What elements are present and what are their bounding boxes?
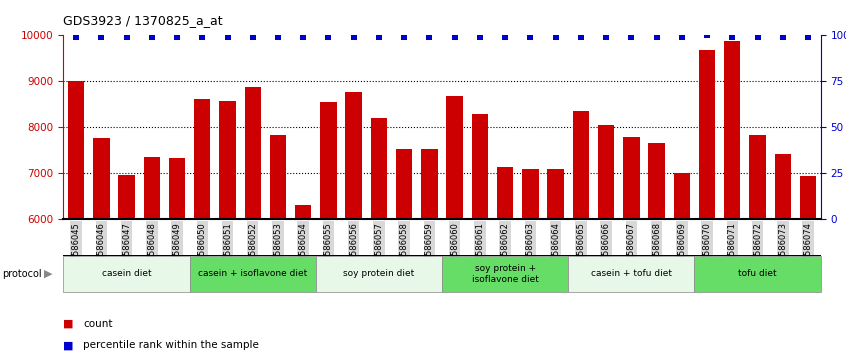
Bar — [497, 166, 514, 219]
Text: count: count — [83, 319, 113, 329]
Bar — [472, 114, 488, 219]
Bar — [118, 175, 135, 219]
Text: ▶: ▶ — [44, 269, 52, 279]
Bar — [598, 125, 614, 219]
Bar — [68, 81, 85, 219]
Text: ■: ■ — [63, 319, 74, 329]
Bar — [673, 173, 690, 219]
Bar — [295, 205, 311, 219]
Bar — [270, 135, 286, 219]
Bar — [345, 92, 362, 219]
Bar — [547, 169, 563, 219]
Bar — [573, 111, 589, 219]
Text: ■: ■ — [63, 340, 74, 350]
Bar — [169, 158, 185, 219]
Bar — [624, 137, 640, 219]
Bar — [421, 149, 437, 219]
Text: percentile rank within the sample: percentile rank within the sample — [83, 340, 259, 350]
Bar — [648, 143, 665, 219]
Bar — [144, 157, 160, 219]
Text: tofu diet: tofu diet — [739, 269, 777, 279]
Text: casein + tofu diet: casein + tofu diet — [591, 269, 672, 279]
Text: soy protein +
isoflavone diet: soy protein + isoflavone diet — [472, 264, 539, 284]
Text: soy protein diet: soy protein diet — [343, 269, 415, 279]
Bar — [321, 102, 337, 219]
Bar — [93, 138, 109, 219]
Bar — [371, 118, 387, 219]
Text: casein + isoflavone diet: casein + isoflavone diet — [198, 269, 307, 279]
Bar — [724, 41, 740, 219]
Bar — [447, 96, 463, 219]
Bar — [799, 176, 816, 219]
Bar — [194, 99, 211, 219]
Bar — [396, 149, 412, 219]
Bar — [750, 135, 766, 219]
Bar — [522, 169, 539, 219]
Text: casein diet: casein diet — [102, 269, 151, 279]
Bar — [775, 154, 791, 219]
Text: GDS3923 / 1370825_a_at: GDS3923 / 1370825_a_at — [63, 14, 223, 27]
Text: protocol: protocol — [3, 269, 42, 279]
Bar — [699, 50, 715, 219]
Bar — [219, 101, 236, 219]
Bar — [244, 87, 261, 219]
